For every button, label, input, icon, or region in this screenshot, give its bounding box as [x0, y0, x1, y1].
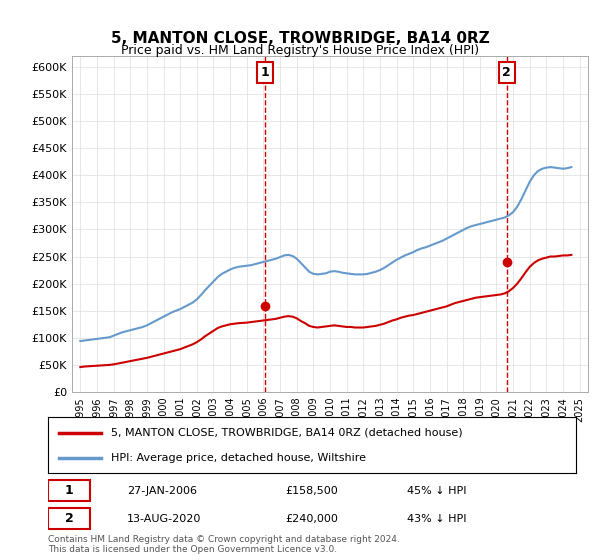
Text: 13-AUG-2020: 13-AUG-2020	[127, 514, 202, 524]
Text: 5, MANTON CLOSE, TROWBRIDGE, BA14 0RZ (detached house): 5, MANTON CLOSE, TROWBRIDGE, BA14 0RZ (d…	[112, 428, 463, 438]
Text: £240,000: £240,000	[286, 514, 338, 524]
Text: 43% ↓ HPI: 43% ↓ HPI	[407, 514, 467, 524]
Text: HPI: Average price, detached house, Wiltshire: HPI: Average price, detached house, Wilt…	[112, 452, 367, 463]
Text: 5, MANTON CLOSE, TROWBRIDGE, BA14 0RZ: 5, MANTON CLOSE, TROWBRIDGE, BA14 0RZ	[110, 31, 490, 46]
Text: 27-JAN-2006: 27-JAN-2006	[127, 486, 197, 496]
Text: 1: 1	[260, 66, 269, 79]
Text: Contains HM Land Registry data © Crown copyright and database right 2024.
This d: Contains HM Land Registry data © Crown c…	[48, 535, 400, 554]
Text: 1: 1	[65, 484, 73, 497]
Text: 2: 2	[502, 66, 511, 79]
Text: £158,500: £158,500	[286, 486, 338, 496]
Text: Price paid vs. HM Land Registry's House Price Index (HPI): Price paid vs. HM Land Registry's House …	[121, 44, 479, 57]
FancyBboxPatch shape	[48, 480, 90, 501]
Text: 45% ↓ HPI: 45% ↓ HPI	[407, 486, 467, 496]
Text: 2: 2	[65, 512, 73, 525]
FancyBboxPatch shape	[48, 508, 90, 529]
